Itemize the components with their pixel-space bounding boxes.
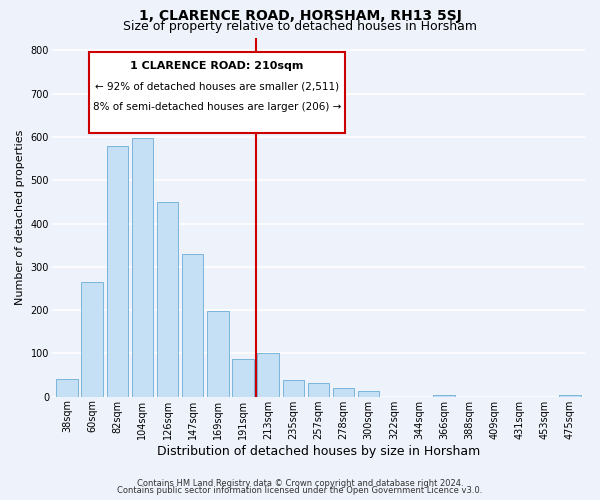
Bar <box>56 380 77 396</box>
Text: ← 92% of detached houses are smaller (2,511): ← 92% of detached houses are smaller (2,… <box>95 82 339 92</box>
Bar <box>207 312 229 396</box>
Bar <box>559 394 581 396</box>
Text: 8% of semi-detached houses are larger (206) →: 8% of semi-detached houses are larger (2… <box>93 102 341 112</box>
Bar <box>131 138 153 396</box>
Bar <box>433 394 455 396</box>
Text: Contains HM Land Registry data © Crown copyright and database right 2024.: Contains HM Land Registry data © Crown c… <box>137 478 463 488</box>
Bar <box>232 358 254 397</box>
Bar <box>82 282 103 397</box>
Bar <box>308 383 329 396</box>
Y-axis label: Number of detached properties: Number of detached properties <box>15 130 25 305</box>
Text: 1 CLARENCE ROAD: 210sqm: 1 CLARENCE ROAD: 210sqm <box>130 61 304 71</box>
Bar <box>157 202 178 396</box>
X-axis label: Distribution of detached houses by size in Horsham: Distribution of detached houses by size … <box>157 444 480 458</box>
Bar <box>257 354 279 397</box>
Text: Contains public sector information licensed under the Open Government Licence v3: Contains public sector information licen… <box>118 486 482 495</box>
Text: 1, CLARENCE ROAD, HORSHAM, RH13 5SJ: 1, CLARENCE ROAD, HORSHAM, RH13 5SJ <box>139 9 461 23</box>
Bar <box>107 146 128 396</box>
Bar <box>333 388 354 396</box>
Bar <box>358 392 379 396</box>
Bar <box>283 380 304 396</box>
Bar <box>182 254 203 396</box>
Text: Size of property relative to detached houses in Horsham: Size of property relative to detached ho… <box>123 20 477 33</box>
FancyBboxPatch shape <box>89 52 345 132</box>
